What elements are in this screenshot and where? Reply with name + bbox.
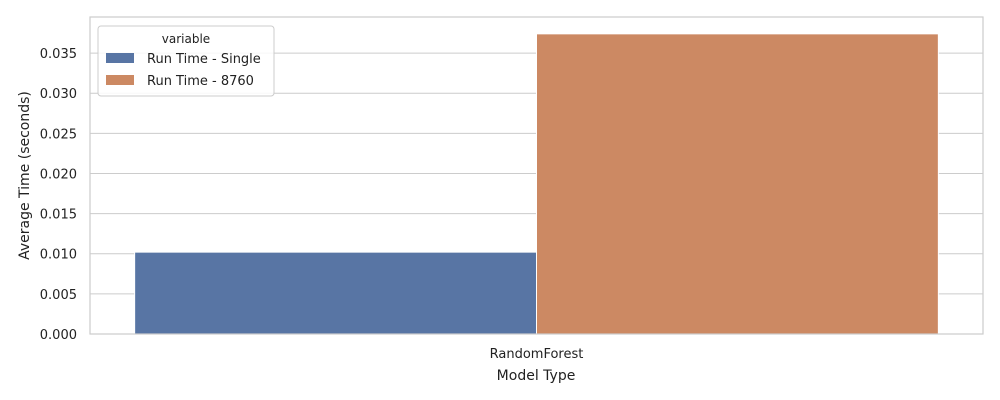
legend-title: variable xyxy=(162,32,210,46)
legend-label: Run Time - 8760 xyxy=(147,74,254,89)
bar-run-time-8760 xyxy=(536,33,939,335)
x-tick-labels: RandomForest xyxy=(490,347,584,362)
y-tick-label: 0.030 xyxy=(40,87,77,102)
y-tick-label: 0.025 xyxy=(40,127,77,142)
legend-items: Run Time - Single Run Time - 8760 xyxy=(106,52,261,89)
legend-swatch xyxy=(106,75,134,85)
y-tick-label: 0.010 xyxy=(40,248,77,263)
x-tick-label: RandomForest xyxy=(490,347,584,362)
x-axis-title: Model Type xyxy=(497,368,576,384)
plot-frame xyxy=(89,16,984,335)
y-tick-labels: 0.000 0.005 0.010 0.015 0.020 0.025 0.030 0.035 xyxy=(40,47,77,343)
y-axis-title: Average Time (seconds) xyxy=(17,91,33,260)
y-tick-label: 0.015 xyxy=(40,208,77,223)
y-tick-label: 0.020 xyxy=(40,167,77,182)
legend-swatch xyxy=(106,53,134,63)
legend-label: Run Time - Single xyxy=(147,52,261,67)
legend: variable Run Time - Single Run Time - 876… xyxy=(97,25,275,97)
bars xyxy=(134,33,939,335)
legend-box xyxy=(97,25,275,97)
bar-run-time-single xyxy=(134,251,537,335)
y-tick-label: 0.035 xyxy=(40,47,77,62)
y-tick-label: 0.000 xyxy=(40,328,77,343)
y-tick-label: 0.005 xyxy=(40,288,77,303)
